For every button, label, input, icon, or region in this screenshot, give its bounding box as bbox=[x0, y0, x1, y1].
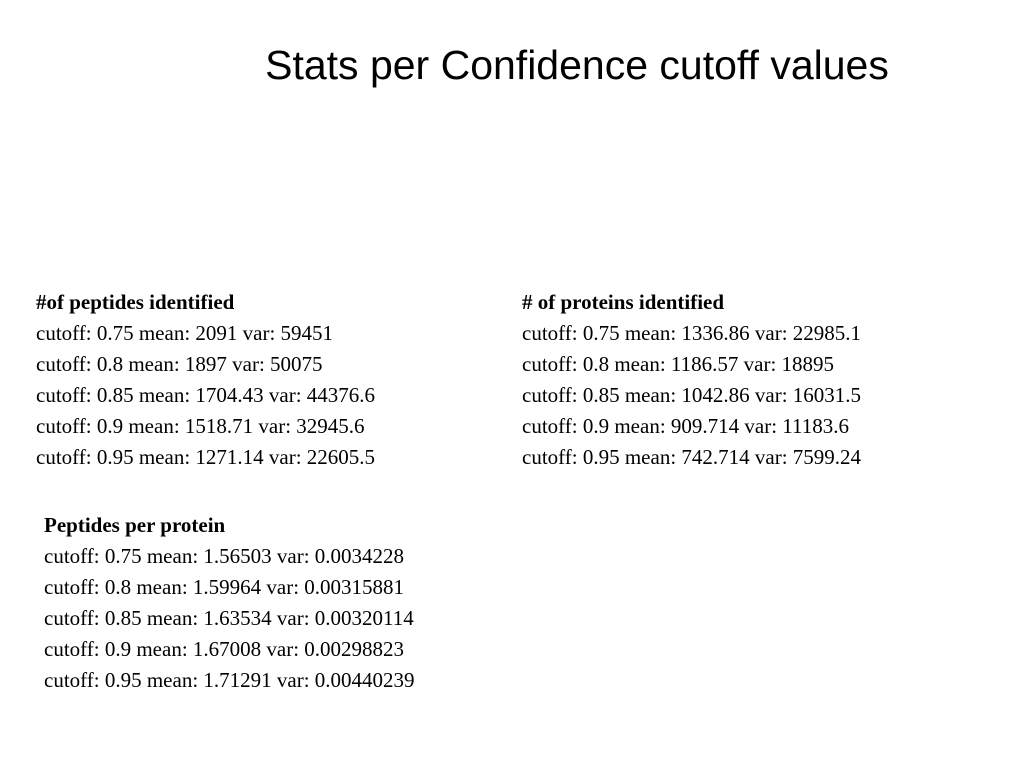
stats-line: cutoff: 0.8 mean: 1186.57 var: 18895 bbox=[522, 352, 835, 376]
block-heading: Peptides per protein bbox=[44, 513, 226, 537]
stats-line: cutoff: 0.95 mean: 1271.14 var: 22605.5 bbox=[36, 445, 376, 469]
stats-line: cutoff: 0.95 mean: 1.71291 var: 0.004402… bbox=[44, 668, 415, 692]
stats-line: cutoff: 0.85 mean: 1.63534 var: 0.003201… bbox=[44, 606, 414, 630]
stats-line: cutoff: 0.9 mean: 1518.71 var: 32945.6 bbox=[36, 414, 365, 438]
slide-title: Stats per Confidence cutoff values bbox=[265, 42, 889, 88]
stats-line: cutoff: 0.85 mean: 1704.43 var: 44376.6 bbox=[36, 383, 376, 407]
stats-line: cutoff: 0.8 mean: 1897 var: 50075 bbox=[36, 352, 323, 376]
block-heading: #of peptides identified bbox=[36, 290, 235, 314]
stats-line: cutoff: 0.9 mean: 1.67008 var: 0.0029882… bbox=[44, 637, 405, 661]
stats-block: # of proteins identified cutoff: 0.75 mea… bbox=[522, 287, 861, 473]
stats-line: cutoff: 0.8 mean: 1.59964 var: 0.0031588… bbox=[44, 575, 405, 599]
stats-line: cutoff: 0.95 mean: 742.714 var: 7599.24 bbox=[522, 445, 862, 469]
stats-block: #of peptides identified cutoff: 0.75 mean… bbox=[36, 287, 375, 473]
block-heading: # of proteins identified bbox=[522, 290, 725, 314]
stats-line: cutoff: 0.75 mean: 1336.86 var: 22985.1 bbox=[522, 321, 862, 345]
stats-line: cutoff: 0.75 mean: 1.56503 var: 0.003422… bbox=[44, 544, 405, 568]
stats-block: Peptides per protein cutoff: 0.75 mean: 1… bbox=[44, 510, 415, 696]
stats-line: cutoff: 0.9 mean: 909.714 var: 11183.6 bbox=[522, 414, 849, 438]
stats-line: cutoff: 0.85 mean: 1042.86 var: 16031.5 bbox=[522, 383, 862, 407]
stats-line: cutoff: 0.75 mean: 2091 var: 59451 bbox=[36, 321, 334, 345]
